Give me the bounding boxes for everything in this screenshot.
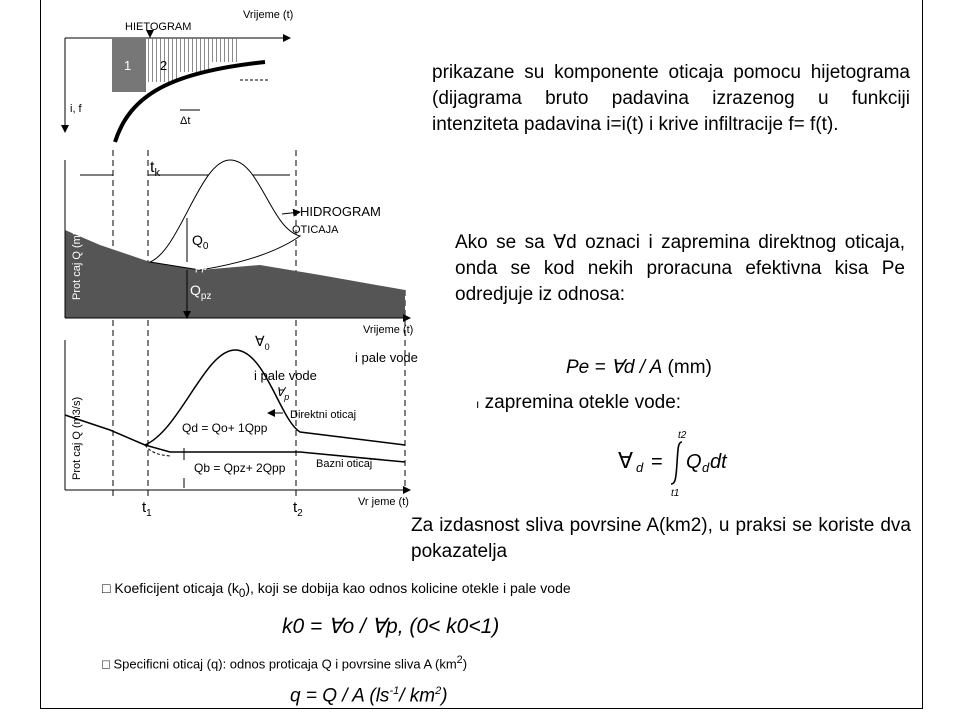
label: t bbox=[142, 499, 147, 516]
paragraph: Za izdasnost sliva povrsine A(km2), u pr… bbox=[411, 515, 911, 562]
label: i pale vode bbox=[355, 350, 418, 365]
formula: q = Q / A (ls-1/ km2) bbox=[290, 685, 448, 707]
label: Vr jeme (t) bbox=[358, 496, 409, 508]
label: Vrijeme (t) bbox=[243, 9, 293, 21]
text: q = Q / A (ls bbox=[290, 685, 390, 707]
label: 1 bbox=[124, 58, 131, 73]
label: ∀p bbox=[276, 385, 289, 402]
text: 2 bbox=[435, 685, 442, 697]
symbol: dt bbox=[710, 451, 728, 473]
symbol: Q bbox=[686, 451, 702, 473]
label: Prot caj Q (m3/s) bbox=[71, 397, 83, 480]
label: p bbox=[283, 392, 289, 402]
label: Qpz bbox=[190, 282, 211, 302]
mark: ı bbox=[476, 397, 480, 411]
label: Vrijeme (t) bbox=[363, 324, 413, 336]
label: HIDROGRAM bbox=[300, 204, 381, 219]
label: k bbox=[154, 167, 160, 179]
frame bbox=[40, 0, 923, 709]
symbol: = bbox=[651, 451, 663, 473]
paragraph: ı zapremina otekle vode: bbox=[476, 392, 681, 414]
label: ∀ bbox=[276, 385, 287, 399]
label: Bazni oticaj bbox=[316, 458, 372, 470]
text: ) bbox=[462, 656, 468, 672]
label: Q bbox=[192, 232, 203, 248]
text: ) bbox=[441, 685, 448, 707]
label: t bbox=[293, 499, 298, 516]
paragraph: prikazane su komponente oticaja pomocu h… bbox=[432, 62, 910, 135]
label: t2 bbox=[293, 499, 303, 519]
symbol: d bbox=[702, 460, 710, 475]
text: zapremina otekle vode: bbox=[484, 392, 682, 413]
formula: Pe = ∀d / A (mm) bbox=[566, 356, 712, 379]
label: Qb = Qpz+ 2Qpp bbox=[194, 461, 286, 475]
formula: k0 = ∀o / ∀p, (0< k0<1) bbox=[282, 615, 500, 638]
text: / km bbox=[399, 685, 436, 707]
symbol: d bbox=[636, 460, 644, 475]
label: Q bbox=[190, 282, 201, 298]
text: Specificni oticaj (q): odnos proticaja Q… bbox=[113, 656, 457, 672]
label: 0 bbox=[203, 241, 209, 252]
label: i, f bbox=[70, 103, 83, 115]
symbol: ∀ bbox=[618, 448, 633, 473]
label: Prot caj Q (m3/s) bbox=[71, 217, 83, 300]
label: 1 bbox=[146, 508, 152, 519]
label: 2 bbox=[297, 508, 303, 519]
formula-unit: (mm) bbox=[667, 357, 712, 378]
text: -1 bbox=[389, 685, 400, 697]
label: 0 bbox=[265, 342, 270, 352]
label: pz bbox=[201, 291, 212, 302]
bullet: □ Koeficijent oticaja (k0), koji se dobi… bbox=[102, 580, 571, 600]
label: Δt bbox=[180, 115, 190, 127]
text: Koeficijent oticaja (k bbox=[114, 580, 239, 596]
label: OTICAJA bbox=[292, 224, 339, 236]
label: 2 bbox=[160, 58, 167, 73]
label: ∀ bbox=[255, 333, 265, 349]
symbol: t1 bbox=[671, 488, 679, 498]
label: t bbox=[150, 159, 155, 176]
integral: ∀ d = t2 t1 Q d dt bbox=[618, 430, 728, 498]
label: Q0 bbox=[192, 232, 209, 252]
diagram: HIETOGRAM Vrijeme (t) i, f 1 2 Δt tk HID… bbox=[61, 9, 418, 519]
label: HIETOGRAM bbox=[125, 21, 191, 33]
text: ), koji se dobija kao odnos kolicine ote… bbox=[245, 580, 571, 596]
label: ∀0 bbox=[255, 333, 270, 352]
bullet: □ Specificni oticaj (q): odnos proticaja… bbox=[102, 654, 468, 672]
label: pp bbox=[195, 261, 207, 273]
label: tk bbox=[150, 159, 160, 179]
symbol: t2 bbox=[678, 430, 687, 441]
text: 2 bbox=[456, 654, 463, 666]
text: 0 bbox=[238, 586, 246, 600]
label: Direktni oticaj bbox=[290, 409, 356, 421]
formula-text: Pe = ∀d / A bbox=[566, 357, 663, 378]
label: t1 bbox=[142, 499, 152, 519]
paragraph: Ako se sa ∀d oznaci i zapremina direktno… bbox=[455, 232, 905, 305]
label: Qd = Qo+ 1Qpp bbox=[182, 421, 268, 435]
label: i pale vode bbox=[254, 368, 317, 383]
